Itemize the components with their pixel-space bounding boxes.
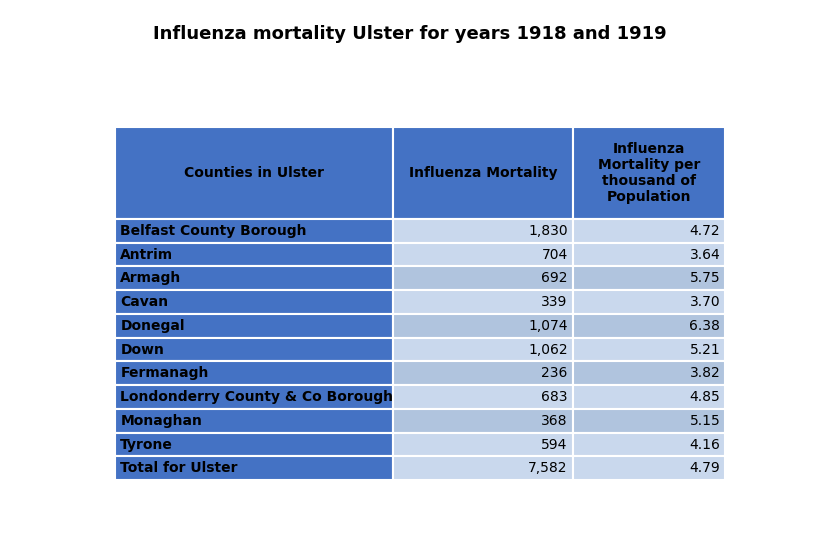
Text: 3.70: 3.70 [689, 295, 719, 309]
Bar [572, 219, 724, 243]
Text: 4.85: 4.85 [689, 390, 719, 404]
Bar [392, 409, 572, 433]
Bar [572, 409, 724, 433]
Text: Belfast County Borough: Belfast County Borough [120, 224, 306, 238]
Bar [392, 433, 572, 456]
Text: Antrim: Antrim [120, 248, 173, 261]
Bar [392, 338, 572, 361]
Bar [572, 127, 724, 219]
Text: Down: Down [120, 343, 164, 356]
Text: Tyrone: Tyrone [120, 438, 173, 451]
Text: 368: 368 [541, 414, 567, 428]
Text: 4.79: 4.79 [689, 461, 719, 475]
Text: 7,582: 7,582 [527, 461, 567, 475]
Bar [115, 266, 392, 290]
Bar [115, 433, 392, 456]
Bar [392, 290, 572, 314]
Bar [392, 243, 572, 266]
Text: Counties in Ulster: Counties in Ulster [183, 166, 324, 180]
Text: 1,062: 1,062 [527, 343, 567, 356]
Text: 1,830: 1,830 [527, 224, 567, 238]
Text: Londonderry County & Co Borough: Londonderry County & Co Borough [120, 390, 393, 404]
Text: Monaghan: Monaghan [120, 414, 202, 428]
Text: Influenza Mortality: Influenza Mortality [408, 166, 556, 180]
Bar [572, 456, 724, 480]
Text: Armagh: Armagh [120, 271, 181, 285]
Bar [392, 456, 572, 480]
Text: 704: 704 [541, 248, 567, 261]
Text: 6.38: 6.38 [689, 319, 719, 333]
Bar [115, 127, 392, 219]
Text: Influenza
Mortality per
thousand of
Population: Influenza Mortality per thousand of Popu… [597, 142, 699, 204]
Bar [392, 127, 572, 219]
Bar [572, 290, 724, 314]
Bar [115, 361, 392, 385]
Text: 594: 594 [541, 438, 567, 451]
Text: Influenza mortality Ulster for years 1918 and 1919: Influenza mortality Ulster for years 191… [153, 25, 666, 43]
Bar [392, 219, 572, 243]
Text: 339: 339 [541, 295, 567, 309]
Text: 236: 236 [541, 366, 567, 380]
Bar [572, 361, 724, 385]
Bar [115, 219, 392, 243]
Text: 5.21: 5.21 [689, 343, 719, 356]
Bar [392, 385, 572, 409]
Bar [115, 243, 392, 266]
Text: Cavan: Cavan [120, 295, 168, 309]
Bar [115, 338, 392, 361]
Text: Donegal: Donegal [120, 319, 184, 333]
Bar [392, 266, 572, 290]
Bar [572, 338, 724, 361]
Text: 4.72: 4.72 [689, 224, 719, 238]
Text: 4.16: 4.16 [689, 438, 719, 451]
Text: 692: 692 [541, 271, 567, 285]
Bar [572, 385, 724, 409]
Text: 5.15: 5.15 [689, 414, 719, 428]
Bar [572, 266, 724, 290]
Bar [115, 409, 392, 433]
Bar [572, 314, 724, 338]
Text: Fermanagh: Fermanagh [120, 366, 208, 380]
Bar [115, 314, 392, 338]
Text: 683: 683 [541, 390, 567, 404]
Text: 3.64: 3.64 [689, 248, 719, 261]
Text: 3.82: 3.82 [689, 366, 719, 380]
Bar [115, 290, 392, 314]
Bar [392, 361, 572, 385]
Bar [572, 433, 724, 456]
Text: Total for Ulster: Total for Ulster [120, 461, 238, 475]
Text: 1,074: 1,074 [527, 319, 567, 333]
Bar [572, 243, 724, 266]
Bar [115, 385, 392, 409]
Bar [115, 456, 392, 480]
Text: 5.75: 5.75 [689, 271, 719, 285]
Bar [392, 314, 572, 338]
